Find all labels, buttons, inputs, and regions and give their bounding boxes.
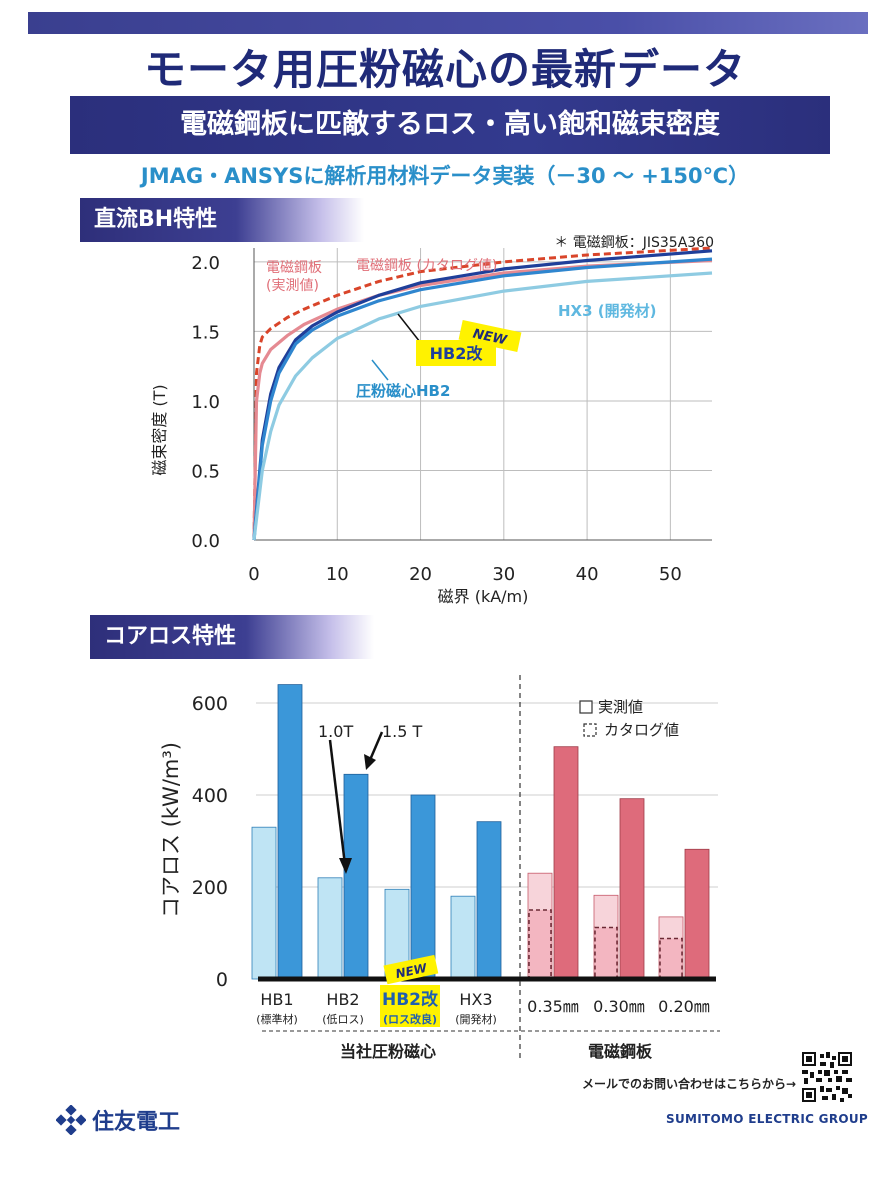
- coreloss-ytick-label: 200: [192, 877, 228, 899]
- legend-measured-swatch: [579, 700, 593, 714]
- implementation-note: JMAG・ANSYSに解析用材料データ実装（－30 ～ +150℃）: [140, 164, 750, 188]
- bar-15t-4: [553, 746, 579, 980]
- subtitle-banner: 電磁鋼板に匹敵するロス・高い飽和磁束密度: [70, 96, 830, 154]
- bh-series-line-4: [252, 271, 713, 541]
- legend-measured-label: 実測値: [598, 698, 643, 716]
- new-badge-coreloss: [383, 954, 439, 985]
- header-decor-bar: [28, 12, 868, 34]
- bh-ytick-label: 0.0: [191, 531, 220, 552]
- page-title: モータ用圧粉磁心の最新データ: [143, 45, 746, 94]
- annotation-15t: 1.5 T: [382, 722, 423, 741]
- category-sublabel: (標準材): [256, 1012, 298, 1026]
- section-heading-bh-text: 直流BH特性: [94, 207, 218, 232]
- bh-series-line-0: [252, 246, 713, 541]
- bar-15t-3: [476, 821, 502, 980]
- arrow-1t-head: [339, 858, 352, 874]
- section-heading-coreloss: コアロス特性: [90, 615, 374, 659]
- bh-ytick-label: 0.5: [191, 461, 220, 482]
- arrow-15t-head: [364, 754, 376, 770]
- group-label-steel: 電磁鋼板: [588, 1042, 653, 1061]
- subtitle-text: 電磁鋼板に匹敵するロス・高い飽和磁束密度: [180, 109, 720, 140]
- bh-xlabel: 磁界 (kA/m): [438, 587, 529, 606]
- label-steel-catalog: 電磁鋼板 (カタログ値): [356, 258, 497, 274]
- label-steel-measured-1: 電磁鋼板: [266, 260, 322, 276]
- contact-link[interactable]: メールでのお問い合わせはこちらから→: [581, 1077, 796, 1091]
- company-name: 住友電工: [92, 1110, 181, 1135]
- company-logo: 住友電工: [56, 1105, 180, 1135]
- hb2-pointer: [371, 359, 389, 381]
- bh-xtick-label: 50: [659, 564, 682, 585]
- section-heading-coreloss-text: コアロス特性: [104, 624, 237, 649]
- label-hx3: HX3 (開発材): [558, 302, 657, 320]
- bh-xtick-label: 0: [248, 564, 259, 585]
- bar-1t-3: [450, 895, 476, 980]
- category-label: HB1: [260, 990, 293, 1009]
- hb2kai-label-highlight: [380, 985, 440, 1027]
- core-loss-chart: 0 200 400 600 コアロス (kW/m³) 実測値 カタログ値 1.0T 1…: [159, 675, 720, 1061]
- new-badge-bh: [458, 319, 522, 353]
- qr-code-icon[interactable]: [802, 1052, 852, 1102]
- category-sublabel: (低ロス): [322, 1013, 364, 1026]
- arrow-15t: [368, 731, 384, 761]
- bh-xtick-label: 40: [576, 564, 599, 585]
- coreloss-ytick-label: 600: [192, 693, 228, 715]
- label-steel-measured-2: (実測値): [266, 278, 319, 294]
- bar-1t-1: [317, 877, 343, 980]
- hb2kai-pointer: [397, 313, 421, 343]
- legend-catalog-label: カタログ値: [604, 721, 679, 739]
- category-label: 0.20㎜: [658, 997, 710, 1016]
- label-hb2: 圧粉磁心HB2: [356, 382, 450, 400]
- category-label: HB2: [326, 990, 359, 1009]
- bar-15t-2: [410, 794, 436, 980]
- bar-catalog-4: [528, 909, 552, 980]
- bh-ytick-label: 1.5: [191, 322, 220, 343]
- bar-15t-5: [619, 798, 645, 980]
- bh-curve-chart: ＊ 電磁鋼板：JIS35A360 0 10 20 30 40 50 0.0 0.5 1.0 1.5…: [150, 235, 714, 606]
- group-name: SUMITOMO ELECTRIC GROUP: [666, 1112, 868, 1126]
- bh-xtick-label: 30: [492, 564, 515, 585]
- category-sublabel: (ロス改良): [383, 1012, 437, 1026]
- section-heading-bh: 直流BH特性: [80, 198, 364, 242]
- bh-ytick-label: 1.0: [191, 392, 220, 413]
- bh-ylabel: 磁束密度 (T): [150, 384, 169, 475]
- coreloss-ylabel: コアロス (kW/m³): [159, 742, 183, 918]
- category-label: 0.35㎜: [527, 997, 579, 1016]
- category-sublabel: (開発材): [455, 1012, 497, 1026]
- bar-1t-0: [251, 826, 277, 980]
- bh-series-line-1: [252, 258, 713, 541]
- coreloss-ytick-label: 400: [192, 785, 228, 807]
- bh-xtick-label: 10: [326, 564, 349, 585]
- sumitomo-mark-icon: [56, 1105, 86, 1135]
- category-label: 0.30㎜: [593, 997, 645, 1016]
- annotation-1t: 1.0T: [318, 722, 353, 741]
- bar-15t-6: [684, 848, 710, 980]
- coreloss-ytick-label: 0: [216, 969, 228, 991]
- category-label: HX3: [459, 990, 492, 1009]
- arrow-1t: [328, 739, 347, 866]
- new-badge-bh-text: NEW: [471, 327, 508, 349]
- new-badge-coreloss-text: NEW: [394, 961, 428, 981]
- label-hb2kai: HB2改: [430, 344, 484, 363]
- bar-15t-0: [277, 684, 303, 980]
- category-label: HB2改: [382, 989, 439, 1010]
- group-label-powder: 当社圧粉磁心: [340, 1042, 436, 1061]
- bh-series-line-3: [252, 257, 713, 541]
- bar-catalog-6: [659, 937, 683, 980]
- bar-15t-1: [343, 773, 369, 980]
- bh-ytick-label: 2.0: [191, 253, 220, 274]
- legend-catalog-swatch: [583, 723, 597, 737]
- bh-footnote: ＊ 電磁鋼板：JIS35A360: [554, 235, 714, 251]
- bar-catalog-5: [594, 926, 618, 980]
- bh-xtick-label: 20: [409, 564, 432, 585]
